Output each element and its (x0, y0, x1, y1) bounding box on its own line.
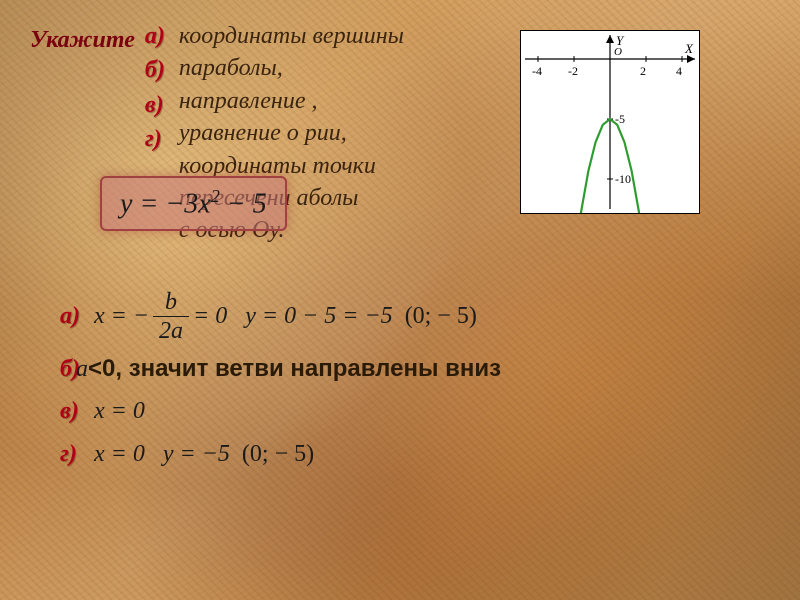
ans-g-label: г) (60, 438, 94, 470)
answer-v: в) x = 0 (60, 395, 501, 427)
letter-v: в) (145, 89, 165, 121)
ans-g-yeq: y = −5 (163, 438, 230, 470)
formula-var: x (198, 188, 210, 219)
svg-text:-2: -2 (568, 64, 578, 78)
svg-text:X: X (684, 41, 694, 56)
graph-svg: XYO-4-224-5-10 (521, 31, 699, 213)
letter-a: а) (145, 20, 165, 52)
ans-a-label: а) (60, 300, 94, 332)
svg-text:O: O (614, 46, 622, 58)
letter-b: б) (145, 54, 165, 86)
svg-text:2: 2 (640, 64, 646, 78)
ans-a-coord: (0; − 5) (393, 300, 477, 332)
ans-b-text: <0, значит ветви направлены вниз (88, 353, 501, 385)
header-letters: а) б) в) г) (145, 20, 165, 156)
ans-a-frac: b 2a (153, 290, 189, 343)
spacer (227, 300, 245, 332)
answer-g: г) x = 0 y = −5 (0; − 5) (60, 438, 501, 470)
formula-eq: = (132, 188, 165, 219)
answer-a: а) x = − b 2a = 0 y = 0 − 5 = −5 (0; − 5… (60, 290, 501, 343)
svg-text:-10: -10 (615, 172, 631, 186)
graph-box: XYO-4-224-5-10 (520, 30, 700, 214)
letter-g: г) (145, 123, 165, 155)
formula-box: y = −3x2 − 5 (100, 176, 287, 231)
header-word: Укажите (30, 20, 135, 56)
spacer (145, 438, 163, 470)
ans-a-xval: = 0 (193, 300, 227, 332)
answers-block: а) x = − b 2a = 0 y = 0 − 5 = −5 (0; − 5… (60, 290, 501, 480)
slide-content: Укажите а) б) в) г) координаты вершины п… (0, 0, 800, 267)
svg-text:4: 4 (676, 64, 682, 78)
formula-exp: 2 (211, 186, 220, 206)
svg-text:-4: -4 (532, 64, 542, 78)
ans-a-yeq: y = 0 − 5 = −5 (245, 300, 392, 332)
ans-g-xeq: x = 0 (94, 438, 145, 470)
ans-a-den: 2a (153, 317, 189, 343)
ans-v-label: в) (60, 395, 94, 427)
formula-a: −3 (165, 188, 198, 219)
ans-a-num: b (153, 290, 189, 317)
ans-b-pre: a (76, 353, 88, 385)
formula-c: − 5 (220, 188, 267, 219)
ans-a-xeq: x = − (94, 300, 149, 332)
ans-g-coord: (0; − 5) (230, 438, 314, 470)
ans-v-eq: x = 0 (94, 395, 145, 427)
formula-lhs: y (120, 188, 132, 219)
answer-b: б) a <0, значит ветви направлены вниз (60, 353, 501, 385)
